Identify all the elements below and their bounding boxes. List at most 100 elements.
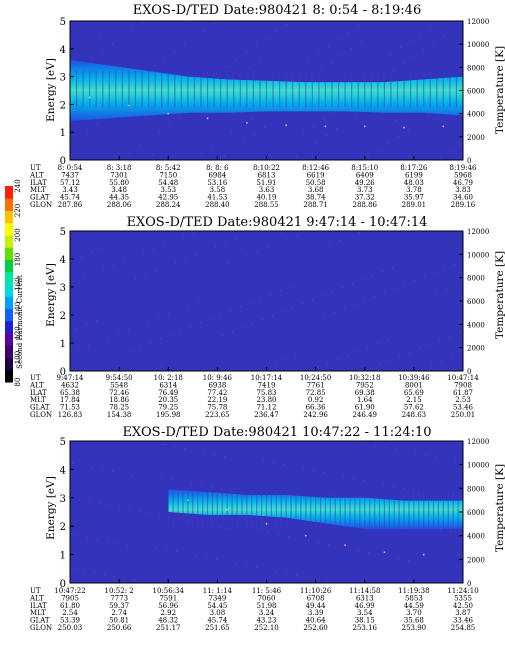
noise-speck	[333, 112, 335, 114]
noise-speck	[241, 125, 243, 127]
table-cell: 3.39	[308, 609, 324, 617]
noise-speck	[333, 474, 335, 476]
noise-speck	[395, 449, 397, 451]
noise-speck	[195, 254, 197, 256]
noise-speck	[351, 48, 353, 50]
noise-speck	[307, 231, 309, 233]
noise-speck	[365, 443, 367, 445]
noise-speck	[295, 354, 297, 356]
table-cell: 10: 2:18	[154, 374, 183, 382]
noise-speck	[119, 506, 121, 508]
table-cell: 11: 5:46	[252, 587, 282, 595]
table-cell: 7905	[61, 594, 79, 602]
noise-speck	[171, 479, 173, 481]
table-cell: 55.80	[109, 179, 129, 187]
noise-speck	[375, 445, 377, 447]
noise-speck	[247, 255, 249, 257]
plot-background	[70, 231, 463, 371]
noise-speck	[160, 338, 162, 340]
noise-speck	[239, 75, 241, 77]
y-tick-label: 0	[60, 367, 66, 378]
table-cell: 10:47:14	[447, 374, 479, 382]
colorbar-tick-label: 140	[14, 302, 22, 315]
temperature-point	[304, 534, 307, 537]
noise-speck	[298, 538, 300, 540]
table-cell: 3.83	[455, 186, 471, 194]
table-row-label: ILAT	[30, 179, 47, 187]
noise-speck	[282, 311, 284, 313]
noise-speck	[139, 510, 141, 512]
table-cell: 38.74	[306, 194, 327, 202]
noise-speck	[227, 263, 229, 265]
noise-speck	[368, 157, 370, 159]
table-row-label: GLON	[30, 411, 52, 419]
noise-speck	[288, 536, 290, 538]
table-cell: 3.43	[62, 186, 78, 194]
table-cell: 3.70	[406, 609, 422, 617]
noise-speck	[430, 26, 432, 28]
noise-speck	[435, 457, 437, 459]
table-cell: 8: 8: 6	[206, 164, 229, 172]
noise-speck	[347, 355, 349, 357]
noise-speck	[311, 76, 313, 78]
y2-tick-label: 2000	[467, 134, 485, 142]
table-cell: 45.74	[207, 617, 228, 625]
noise-speck	[455, 461, 457, 463]
noise-speck	[324, 316, 326, 318]
y2-tick-label: 8000	[467, 485, 485, 493]
noise-speck	[354, 304, 356, 306]
y-tick-label: 2	[60, 100, 66, 111]
noise-speck	[372, 275, 374, 277]
noise-speck	[184, 448, 186, 450]
noise-speck	[97, 123, 99, 125]
table-row-label: MLT	[30, 186, 46, 194]
colorbar-cell	[5, 284, 13, 297]
noise-speck	[152, 154, 154, 156]
table-cell: 77.42	[207, 389, 227, 397]
table-cell: 33.46	[453, 617, 474, 625]
table-cell: 3.53	[160, 186, 176, 194]
table-cell: 3.48	[111, 186, 127, 194]
noise-speck	[92, 57, 94, 59]
table-row-label: MLT	[30, 396, 46, 404]
noise-speck	[188, 305, 190, 307]
noise-speck	[404, 284, 406, 286]
noise-speck	[99, 502, 101, 504]
noise-speck	[234, 148, 236, 150]
noise-speck	[118, 333, 120, 335]
noise-speck	[378, 150, 380, 152]
noise-speck	[424, 276, 426, 278]
y2-tick-label: 8000	[467, 275, 485, 283]
table-cell: 61.80	[60, 602, 80, 610]
noise-speck	[127, 545, 129, 547]
temperature-point	[206, 117, 209, 120]
colorbar-cell	[5, 222, 13, 236]
noise-speck	[163, 245, 165, 247]
table-cell: 251.17	[156, 624, 181, 632]
noise-speck	[460, 533, 462, 535]
y2-tick-label: 0	[467, 580, 471, 588]
noise-speck	[290, 286, 292, 288]
noise-speck	[450, 151, 452, 153]
noise-speck	[343, 476, 345, 478]
noise-speck	[135, 278, 137, 280]
noise-speck	[184, 44, 186, 46]
table-cell: 69.38	[355, 389, 375, 397]
temperature-point	[245, 122, 248, 124]
y-tick-label: 3	[60, 73, 66, 84]
noise-speck	[99, 34, 101, 36]
noise-speck	[308, 60, 310, 62]
noise-speck	[460, 144, 462, 146]
noise-speck	[170, 334, 172, 336]
noise-speck	[436, 293, 438, 295]
table-cell: 3.73	[357, 186, 373, 194]
noise-speck	[205, 250, 207, 252]
temperature-point	[324, 125, 327, 128]
table-cell: 40.64	[306, 617, 327, 625]
noise-speck	[201, 485, 203, 487]
panel-title: EXOS-D/TED Date:980421 8: 0:54 - 8:19:46	[133, 3, 421, 18]
table-cell: 54.48	[158, 179, 178, 187]
noise-speck	[73, 281, 75, 283]
noise-speck	[221, 139, 223, 141]
table-row-label: MLT	[30, 609, 46, 617]
